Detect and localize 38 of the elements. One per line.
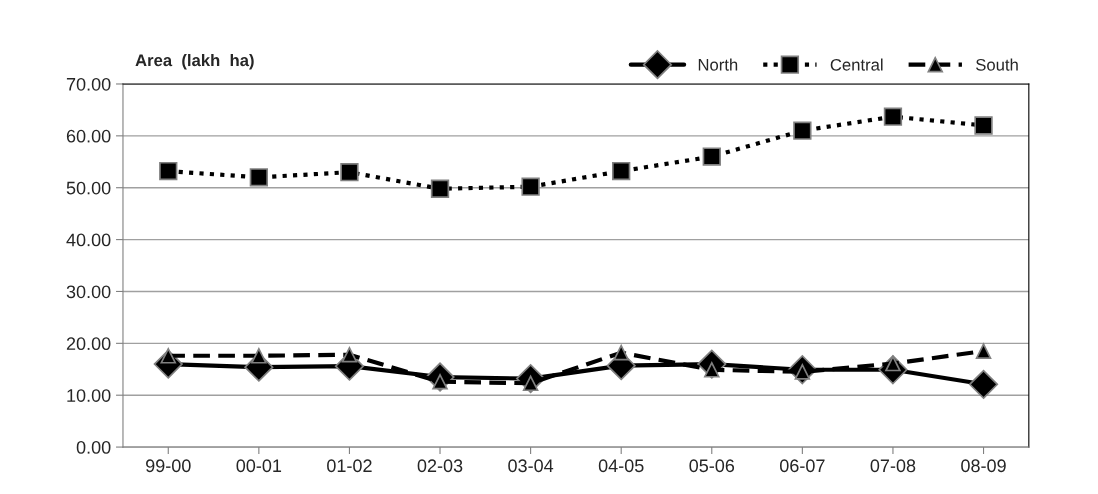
y-tick-label: 10.00 [67, 389, 111, 402]
x-tick-label: 04-05 [598, 459, 644, 473]
x-tick-label: 05-06 [689, 459, 735, 473]
x-tick-label: 01-02 [327, 459, 372, 473]
point [341, 346, 358, 363]
point [975, 343, 992, 359]
y-tick-label: 0.00 [76, 441, 111, 454]
point [521, 177, 540, 196]
point [160, 347, 177, 364]
point [612, 161, 631, 181]
x-tick-label: 02-03 [417, 459, 463, 473]
x-tick-label: 06-07 [779, 459, 825, 473]
y-tick-label: 30.00 [66, 285, 111, 299]
point [159, 161, 178, 181]
y-tick-label: 70.00 [66, 77, 111, 91]
point [793, 121, 812, 140]
point [249, 168, 269, 187]
point [340, 162, 359, 182]
x-tick-label: 08-09 [961, 459, 1006, 473]
point [251, 347, 267, 364]
point [613, 344, 629, 361]
x-tick-label: 00-01 [236, 459, 282, 473]
legend-label: North [698, 58, 738, 71]
point [974, 116, 993, 135]
y-tick-label: 50.00 [66, 181, 111, 195]
x-tick-label: 07-08 [870, 459, 916, 473]
point [968, 369, 999, 399]
point [883, 107, 903, 126]
point [702, 147, 721, 166]
x-tick-label: 99-00 [146, 459, 191, 473]
chart-title: Area (lakh ha) [135, 53, 254, 70]
x-tick-label: 03-04 [508, 459, 554, 473]
y-tick-label: 20.00 [66, 337, 111, 351]
y-tick-label: 60.00 [66, 129, 111, 143]
y-tick-label: 40.00 [66, 233, 111, 247]
point [430, 179, 450, 198]
legend-label: South [976, 58, 1018, 71]
legend-label: Central [830, 58, 883, 71]
